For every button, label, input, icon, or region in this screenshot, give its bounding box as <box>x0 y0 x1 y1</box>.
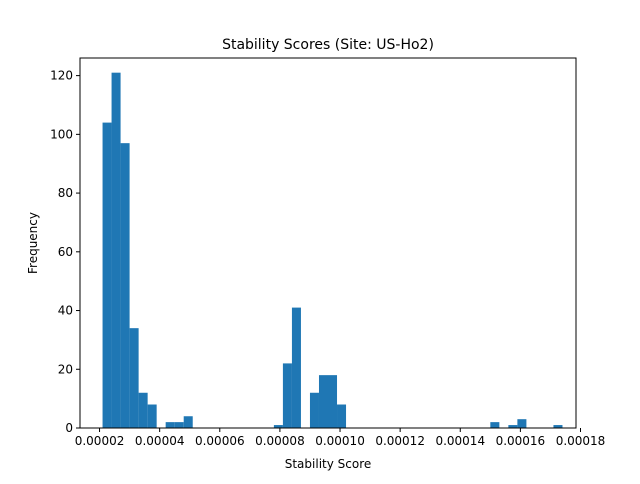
histogram-bar <box>120 143 130 428</box>
y-tick-label: 20 <box>58 362 73 376</box>
histogram-bar <box>138 392 148 428</box>
histogram-bar <box>553 425 563 428</box>
y-tick-label: 120 <box>50 69 73 83</box>
histogram-bar <box>508 425 518 428</box>
x-tick-label: 0.00018 <box>556 434 606 448</box>
x-tick-label: 0.00010 <box>315 434 365 448</box>
histogram-bar <box>183 416 193 428</box>
histogram-bar <box>309 392 319 428</box>
x-tick-label: 0.00012 <box>375 434 425 448</box>
histogram-bar <box>273 425 283 428</box>
x-tick-label: 0.00016 <box>496 434 546 448</box>
y-tick-label: 0 <box>65 421 73 435</box>
x-tick-label: 0.00006 <box>195 434 245 448</box>
histogram-bar <box>282 363 292 428</box>
y-tick-label: 40 <box>58 304 73 318</box>
histogram-bar <box>318 375 328 428</box>
histogram-bars <box>102 72 563 429</box>
histogram-bar <box>102 122 112 428</box>
histogram-bar <box>291 307 301 428</box>
x-tick-label: 0.00002 <box>75 434 125 448</box>
x-tick-label: 0.00004 <box>135 434 185 448</box>
x-axis-ticks: 0.00002 0.00004 0.00006 0.00008 0.00010 0.000… <box>75 428 606 448</box>
x-axis-label: Stability Score <box>285 457 372 471</box>
plot-frame <box>79 57 577 429</box>
histogram-bar <box>129 328 139 428</box>
y-tick-label: 80 <box>58 186 73 200</box>
chart-title: Stability Scores (Site: US-Ho2) <box>222 37 434 53</box>
y-axis-ticks: 0 20 40 60 80 100 120 <box>50 69 80 435</box>
histogram-bar <box>165 422 175 428</box>
histogram-bar <box>517 419 527 428</box>
y-axis-label: Frequency <box>26 212 40 274</box>
histogram-bar <box>337 404 347 428</box>
y-tick-label: 60 <box>58 245 73 259</box>
x-tick-label: 0.00008 <box>255 434 305 448</box>
histogram-bar <box>174 422 184 428</box>
x-tick-label: 0.00014 <box>435 434 485 448</box>
histogram-bar <box>111 72 121 429</box>
histogram-bar <box>328 375 338 428</box>
histogram-bar <box>490 422 500 428</box>
y-tick-label: 100 <box>50 127 73 141</box>
histogram-bar <box>147 404 157 428</box>
